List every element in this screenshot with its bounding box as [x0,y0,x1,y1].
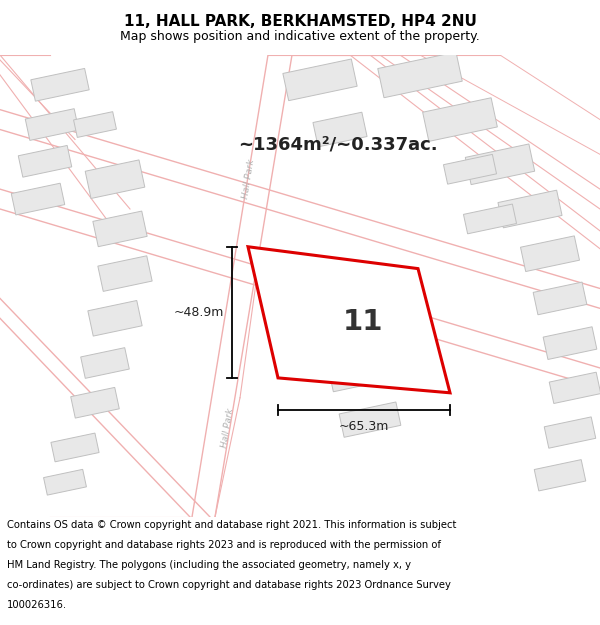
Bar [74,112,116,138]
Bar [51,433,99,462]
Bar [71,388,119,418]
Text: Hall Park: Hall Park [241,159,257,199]
Bar [498,190,562,228]
Bar [328,354,392,392]
Bar [339,402,401,437]
Bar [465,144,535,184]
Bar [25,109,79,141]
Bar [18,146,72,177]
Text: co-ordinates) are subject to Crown copyright and database rights 2023 Ordnance S: co-ordinates) are subject to Crown copyr… [7,580,451,590]
Bar [315,303,385,344]
Bar [549,372,600,404]
Text: Contains OS data © Crown copyright and database right 2021. This information is : Contains OS data © Crown copyright and d… [7,520,457,530]
Bar [283,59,357,101]
Bar [313,112,367,147]
Bar [98,256,152,291]
Text: ~65.3m: ~65.3m [339,419,389,432]
Bar [81,348,129,378]
Bar [463,204,517,234]
Bar [534,459,586,491]
Text: Hall Park: Hall Park [220,407,236,448]
Text: 11: 11 [343,308,384,336]
Bar [544,417,596,448]
Text: ~1364m²/~0.337ac.: ~1364m²/~0.337ac. [238,136,438,153]
Polygon shape [248,247,450,392]
Bar [31,68,89,101]
Text: 11, HALL PARK, BERKHAMSTED, HP4 2NU: 11, HALL PARK, BERKHAMSTED, HP4 2NU [124,14,476,29]
Text: HM Land Registry. The polygons (including the associated geometry, namely x, y: HM Land Registry. The polygons (includin… [7,560,411,570]
Bar [11,183,65,215]
Text: ~48.9m: ~48.9m [173,306,224,319]
Bar [443,154,497,184]
Text: to Crown copyright and database rights 2023 and is reproduced with the permissio: to Crown copyright and database rights 2… [7,540,441,550]
Bar [93,211,147,247]
Bar [88,301,142,336]
Bar [521,236,580,271]
Bar [422,98,497,141]
Text: Map shows position and indicative extent of the property.: Map shows position and indicative extent… [120,30,480,43]
Bar [378,52,462,98]
Bar [85,160,145,199]
Bar [543,327,597,359]
Text: 100026316.: 100026316. [7,600,67,610]
Bar [533,282,587,315]
Bar [44,469,86,495]
